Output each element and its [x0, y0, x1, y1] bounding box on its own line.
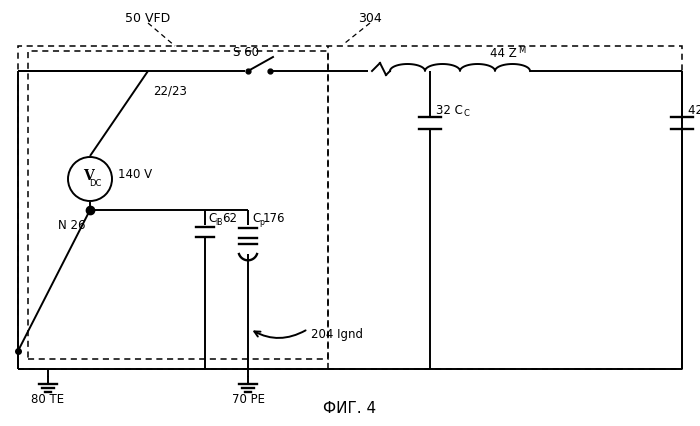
Text: 22/23: 22/23: [153, 84, 187, 97]
Text: 70 PE: 70 PE: [232, 393, 265, 406]
Text: IB: IB: [215, 218, 223, 227]
Text: p: p: [259, 218, 264, 227]
Text: 204 Ignd: 204 Ignd: [311, 328, 363, 341]
Bar: [18, 47, 682, 369]
Text: 176: 176: [263, 212, 286, 225]
Text: 80 TE: 80 TE: [32, 393, 64, 406]
Text: 32 C: 32 C: [436, 103, 463, 116]
Text: 50 VFD: 50 VFD: [125, 12, 171, 26]
Text: M: M: [518, 46, 525, 55]
Bar: [28, 52, 328, 359]
Text: 42 C: 42 C: [688, 103, 700, 116]
Text: S 60: S 60: [233, 46, 259, 59]
Text: C: C: [208, 212, 216, 225]
Text: C: C: [252, 212, 260, 225]
Text: DC: DC: [89, 179, 102, 188]
Text: N 26: N 26: [58, 219, 85, 231]
Text: 62: 62: [222, 212, 237, 225]
Text: 140 V: 140 V: [118, 168, 152, 181]
Text: V: V: [83, 169, 93, 183]
Text: C: C: [464, 109, 470, 118]
Text: 44 Z: 44 Z: [490, 47, 517, 60]
Text: ФИГ. 4: ФИГ. 4: [323, 400, 377, 415]
Text: 304: 304: [358, 12, 382, 26]
